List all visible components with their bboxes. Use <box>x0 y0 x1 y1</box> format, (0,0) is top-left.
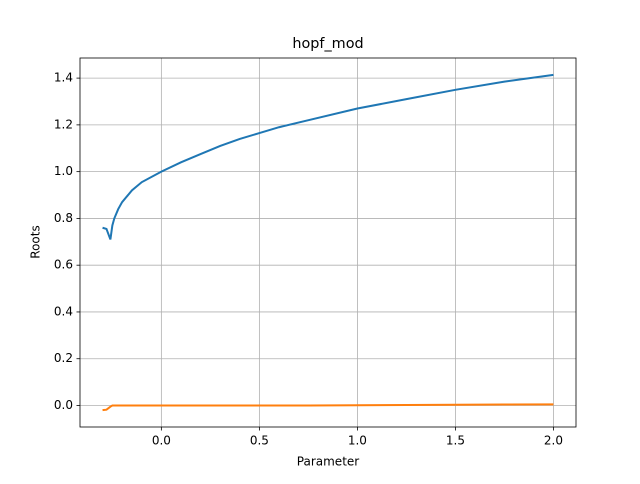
y-tick-label: 0.4 <box>54 304 73 318</box>
line-series <box>102 73 554 240</box>
plot-frame <box>79 57 577 428</box>
y-tick-label: 1.4 <box>54 71 73 85</box>
x-tick-label: 1.5 <box>446 434 465 448</box>
x-tick-label: 0.5 <box>250 434 269 448</box>
chart-title: hopf_mod <box>292 36 363 52</box>
y-axis-label: Roots <box>29 225 43 258</box>
y-tick-label: 1.0 <box>54 164 73 178</box>
x-tick-label: 1.0 <box>348 434 367 448</box>
y-tick-label: 0.2 <box>54 351 73 365</box>
x-axis-label: Parameter <box>297 455 359 469</box>
x-tick-label: 2.0 <box>544 434 563 448</box>
line-series <box>102 403 554 412</box>
x-tick-label: 0.0 <box>152 434 171 448</box>
y-tick-label: 1.2 <box>54 117 73 131</box>
y-tick-label: 0.8 <box>54 211 73 225</box>
y-tick-label: 0.6 <box>54 258 73 272</box>
y-tick-label: 0.0 <box>54 398 73 412</box>
